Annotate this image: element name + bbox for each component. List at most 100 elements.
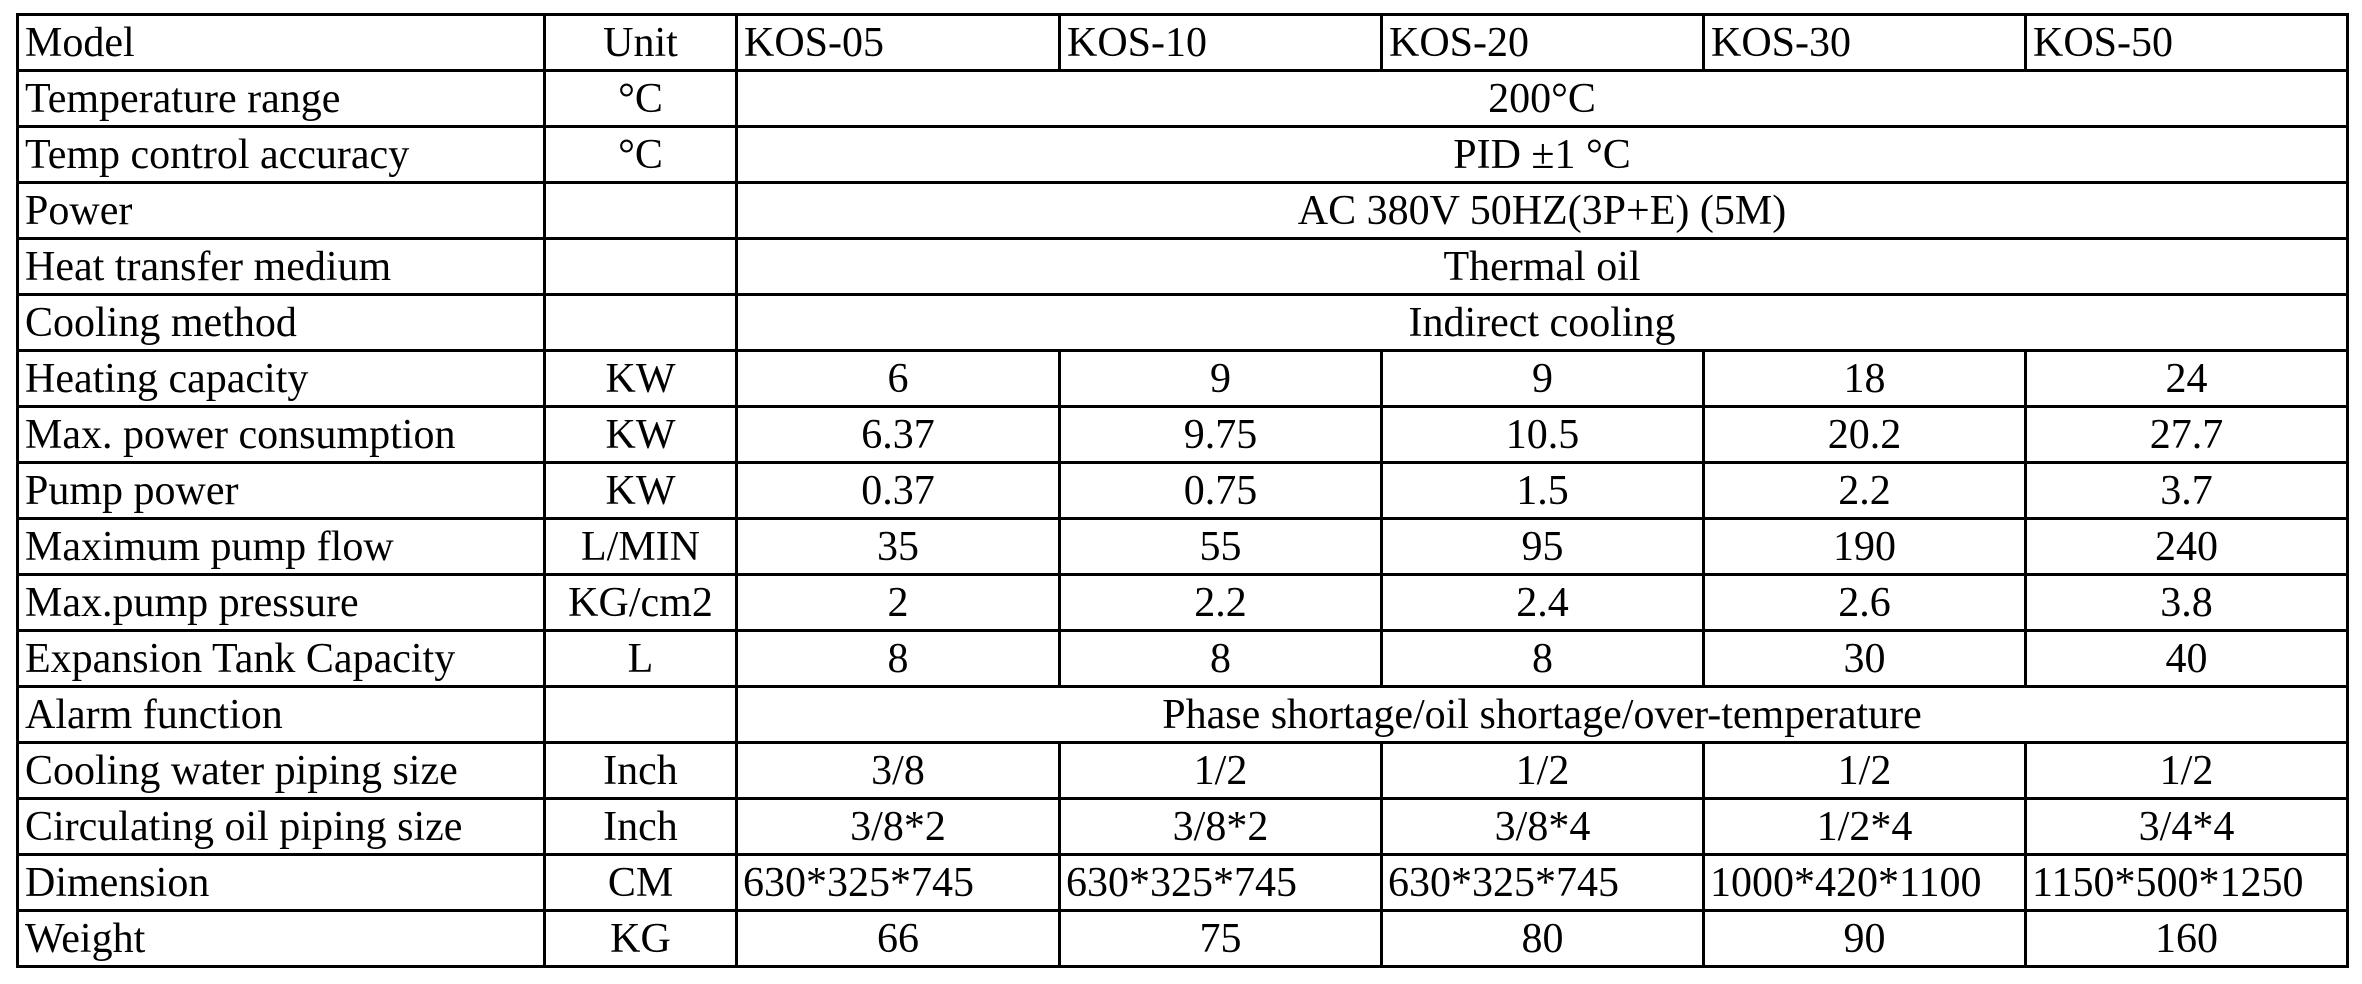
table-row-heating-capacity: Heating capacity KW 6 9 9 18 24	[16, 349, 2349, 408]
value-cell: 27.7	[2024, 405, 2349, 464]
span-value-cell: Indirect cooling	[735, 293, 2349, 352]
value-cell: 1/2*4	[1702, 797, 2027, 856]
col-header-kos-50: KOS-50	[2024, 13, 2349, 72]
unit-cell: °C	[543, 125, 738, 184]
unit-cell	[543, 293, 738, 352]
table-row-cooling-water-piping-size: Cooling water piping size Inch 3/8 1/2 1…	[16, 741, 2349, 800]
row-label: Temp control accuracy	[16, 125, 546, 184]
table-row-maximum-pump-flow: Maximum pump flow L/MIN 35 55 95 190 240	[16, 517, 2349, 576]
unit-cell: KW	[543, 349, 738, 408]
value-cell: 95	[1380, 517, 1705, 576]
value-cell: 3/8*2	[1058, 797, 1383, 856]
unit-cell: KW	[543, 461, 738, 520]
value-cell: 35	[735, 517, 1061, 576]
value-cell: 3.7	[2024, 461, 2349, 520]
value-cell: 3/8*4	[1380, 797, 1705, 856]
span-value-cell: PID ±1 °C	[735, 125, 2349, 184]
value-cell: 2	[735, 573, 1061, 632]
value-cell: 30	[1702, 629, 2027, 688]
spec-table: Model Unit KOS-05 KOS-10 KOS-20 KOS-30 K…	[16, 13, 2349, 968]
row-label: Temperature range	[16, 69, 546, 128]
value-cell: 1/2	[1702, 741, 2027, 800]
value-cell: 2.6	[1702, 573, 2027, 632]
row-label: Power	[16, 181, 546, 240]
value-cell: 190	[1702, 517, 2027, 576]
value-cell: 55	[1058, 517, 1383, 576]
value-cell: 3/8	[735, 741, 1061, 800]
value-cell: 8	[1380, 629, 1705, 688]
unit-cell: CM	[543, 853, 738, 912]
value-cell: 40	[2024, 629, 2349, 688]
col-header-kos-05: KOS-05	[735, 13, 1061, 72]
value-cell: 10.5	[1380, 405, 1705, 464]
unit-cell: KW	[543, 405, 738, 464]
unit-cell: KG	[543, 909, 738, 968]
value-cell: 20.2	[1702, 405, 2027, 464]
unit-cell: Inch	[543, 741, 738, 800]
value-cell: 9.75	[1058, 405, 1383, 464]
span-value-cell: Phase shortage/oil shortage/over-tempera…	[735, 685, 2349, 744]
col-header-unit: Unit	[543, 13, 738, 72]
value-cell: 90	[1702, 909, 2027, 968]
value-cell: 0.37	[735, 461, 1061, 520]
col-header-kos-20: KOS-20	[1380, 13, 1705, 72]
row-label: Max. power consumption	[16, 405, 546, 464]
table-row-dimension: Dimension CM 630*325*745 630*325*745 630…	[16, 853, 2349, 912]
table-row-expansion-tank-capacity: Expansion Tank Capacity L 8 8 8 30 40	[16, 629, 2349, 688]
value-cell: 8	[735, 629, 1061, 688]
unit-cell: L	[543, 629, 738, 688]
value-cell: 6	[735, 349, 1061, 408]
value-cell: 75	[1058, 909, 1383, 968]
unit-cell: KG/cm2	[543, 573, 738, 632]
unit-cell: Inch	[543, 797, 738, 856]
span-value-cell: AC 380V 50HZ(3P+E) (5M)	[735, 181, 2349, 240]
value-cell: 9	[1380, 349, 1705, 408]
span-value-cell: Thermal oil	[735, 237, 2349, 296]
value-cell: 2.2	[1702, 461, 2027, 520]
table-row-circulating-oil-piping-size: Circulating oil piping size Inch 3/8*2 3…	[16, 797, 2349, 856]
value-cell: 3/8*2	[735, 797, 1061, 856]
value-cell: 240	[2024, 517, 2349, 576]
value-cell: 18	[1702, 349, 2027, 408]
value-cell: 630*325*745	[1380, 853, 1705, 912]
value-cell: 0.75	[1058, 461, 1383, 520]
table-row-weight: Weight KG 66 75 80 90 160	[16, 909, 2349, 968]
value-cell: 1/2	[1380, 741, 1705, 800]
value-cell: 8	[1058, 629, 1383, 688]
table-row-pump-power: Pump power KW 0.37 0.75 1.5 2.2 3.7	[16, 461, 2349, 520]
value-cell: 66	[735, 909, 1061, 968]
value-cell: 1150*500*1250	[2024, 853, 2349, 912]
table-row-cooling-method: Cooling method Indirect cooling	[16, 293, 2349, 352]
value-cell: 630*325*745	[735, 853, 1061, 912]
row-label: Heating capacity	[16, 349, 546, 408]
row-label: Pump power	[16, 461, 546, 520]
row-label: Heat transfer medium	[16, 237, 546, 296]
table-row-power: Power AC 380V 50HZ(3P+E) (5M)	[16, 181, 2349, 240]
value-cell: 9	[1058, 349, 1383, 408]
table-row-alarm-function: Alarm function Phase shortage/oil shorta…	[16, 685, 2349, 744]
unit-cell: L/MIN	[543, 517, 738, 576]
value-cell: 24	[2024, 349, 2349, 408]
row-label: Maximum pump flow	[16, 517, 546, 576]
value-cell: 1/2	[1058, 741, 1383, 800]
col-header-model: Model	[16, 13, 546, 72]
unit-cell	[543, 685, 738, 744]
unit-cell	[543, 237, 738, 296]
value-cell: 1000*420*1100	[1702, 853, 2027, 912]
row-label: Alarm function	[16, 685, 546, 744]
table-row-max-power-consumption: Max. power consumption KW 6.37 9.75 10.5…	[16, 405, 2349, 464]
row-label: Max.pump pressure	[16, 573, 546, 632]
table-row-temp-control-accuracy: Temp control accuracy °C PID ±1 °C	[16, 125, 2349, 184]
value-cell: 2.4	[1380, 573, 1705, 632]
value-cell: 1/2	[2024, 741, 2349, 800]
value-cell: 630*325*745	[1058, 853, 1383, 912]
value-cell: 160	[2024, 909, 2349, 968]
col-header-kos-10: KOS-10	[1058, 13, 1383, 72]
value-cell: 6.37	[735, 405, 1061, 464]
col-header-kos-30: KOS-30	[1702, 13, 2027, 72]
span-value-cell: 200°C	[735, 69, 2349, 128]
table-row-max-pump-pressure: Max.pump pressure KG/cm2 2 2.2 2.4 2.6 3…	[16, 573, 2349, 632]
table-row-temperature-range: Temperature range °C 200°C	[16, 69, 2349, 128]
value-cell: 80	[1380, 909, 1705, 968]
row-label: Weight	[16, 909, 546, 968]
